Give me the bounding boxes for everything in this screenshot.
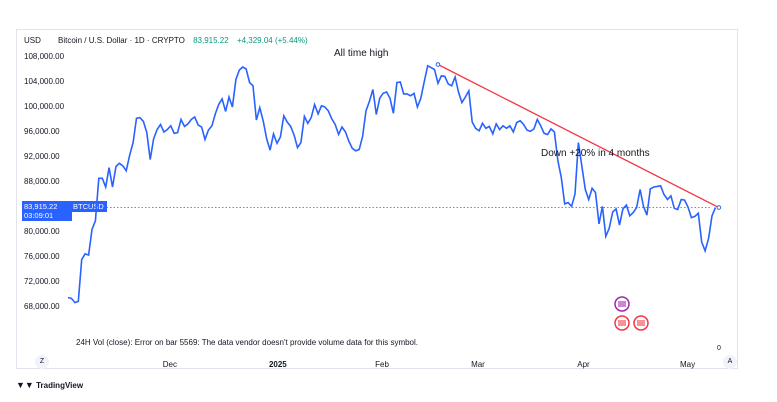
y-tick-label: 100,000.00 [24, 102, 65, 111]
price-change: +4,329.04 (+5.44%) [236, 36, 308, 45]
x-tick-label: Dec [162, 360, 177, 369]
x-tick-label: 2025 [268, 360, 287, 369]
tradingview-logo-icon: ▼▼ [16, 380, 34, 390]
event-flash-icon-glyph [618, 301, 626, 307]
chart-title[interactable]: Bitcoin / U.S. Dollar · 1D · CRYPTO [58, 36, 185, 45]
price-series-line [67, 64, 717, 304]
us-flag-event-icon-glyph [618, 320, 626, 326]
y-tick-label: 68,000.00 [24, 302, 60, 311]
last-price: 83,915.22 [193, 36, 229, 45]
last-price-tag-value: 83,915.22 [24, 202, 58, 211]
x-tick-label: Apr [577, 360, 590, 369]
countdown-timer: 03:09:01 [24, 211, 54, 220]
annotation-down-20: Down +20% in 4 months [541, 148, 650, 159]
trend-line-end-handle[interactable] [716, 205, 722, 210]
x-tick-label: Feb [375, 360, 389, 369]
auto-scale-button[interactable]: A [723, 355, 737, 369]
percent-scale-button[interactable]: 0 [717, 345, 721, 352]
y-tick-label: 104,000.00 [24, 77, 65, 86]
y-tick-label: 108,000.00 [24, 52, 65, 61]
symbol-tag: BTCUSD [70, 201, 107, 212]
tradingview-brand: TradingView [36, 381, 84, 390]
trend-line-start-handle[interactable] [435, 62, 441, 67]
y-tick-label: 92,000.00 [24, 152, 60, 161]
chart-header: USD Bitcoin / U.S. Dollar · 1D · CRYPTO … [24, 36, 314, 45]
y-tick-label: 72,000.00 [24, 277, 60, 286]
chart-frame [16, 29, 738, 369]
annotation-all-time-high: All time high [334, 48, 389, 59]
x-tick-label: Mar [471, 360, 485, 369]
y-tick-label: 88,000.00 [24, 177, 60, 186]
volume-error-message: 24H Vol (close): Error on bar 5569: The … [76, 338, 419, 347]
y-tick-label: 96,000.00 [24, 127, 60, 136]
y-tick-label: 76,000.00 [24, 252, 60, 261]
currency-label: USD [24, 36, 41, 45]
y-tick-label: 80,000.00 [24, 227, 60, 236]
trend-line[interactable] [437, 63, 720, 209]
tradingview-logo[interactable]: ▼▼ TradingView [16, 380, 83, 390]
x-tick-label: May [680, 360, 696, 369]
last-price-tag: 83,915.22 03:09:01 [22, 201, 72, 221]
zoom-button[interactable]: Z [35, 355, 49, 369]
us-flag-event-icon-2-glyph [637, 320, 645, 326]
